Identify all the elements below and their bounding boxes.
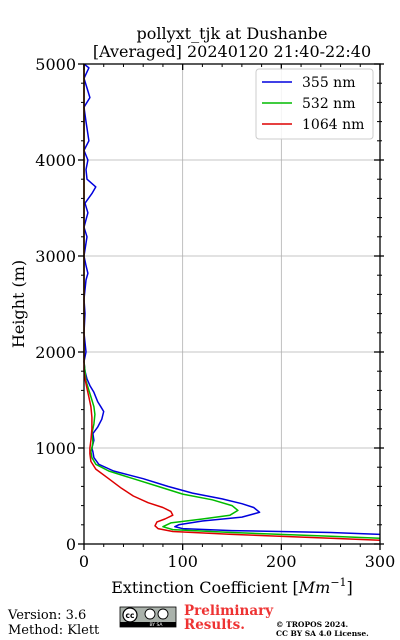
preliminary-line2: Results. bbox=[184, 617, 245, 633]
copyright-line1: © TROPOS 2024. bbox=[276, 620, 348, 629]
y-tick-label: 0 bbox=[66, 535, 76, 554]
chart-title-line1: pollyxt_tjk at Dushanbe bbox=[136, 24, 327, 43]
x-axis-label-unit: Mm bbox=[298, 578, 331, 597]
x-tick-label: 300 bbox=[365, 552, 396, 571]
legend: 355 nm 532 nm 1064 nm bbox=[255, 68, 374, 140]
x-axis-label-bracket-close: ] bbox=[347, 578, 353, 597]
preliminary-line1: Preliminary bbox=[184, 603, 274, 619]
plot-area-frame bbox=[83, 63, 381, 545]
copyright-line2: CC BY SA 4.0 License. bbox=[276, 629, 369, 638]
method-text: Method: Klett bbox=[8, 623, 100, 638]
x-axis-label: Extinction Coefficient [Mm−1] bbox=[111, 576, 353, 597]
y-tick-label: 3000 bbox=[35, 247, 76, 266]
x-tick-label: 200 bbox=[266, 552, 297, 571]
cc-logo-sub: BY SA bbox=[149, 622, 163, 628]
y-tick-label: 4000 bbox=[35, 151, 76, 170]
x-axis-label-unit-exp: −1 bbox=[330, 576, 346, 589]
legend-label-2: 532 nm bbox=[302, 96, 355, 112]
cc-logo-label: cc bbox=[126, 611, 135, 620]
series-group bbox=[83, 63, 381, 541]
legend-label-1: 355 nm bbox=[302, 75, 355, 91]
x-tick-label: 100 bbox=[167, 552, 198, 571]
legend-label-3: 1064 nm bbox=[302, 117, 364, 133]
by-icon bbox=[144, 608, 156, 620]
ticks bbox=[78, 63, 384, 550]
cc-by-sa-logo: cc BY SA bbox=[119, 606, 177, 628]
x-axis-label-prefix: Extinction Coefficient bbox=[111, 578, 292, 597]
y-tick-label: 2000 bbox=[35, 343, 76, 362]
x-axis-label-bracket-open: [ bbox=[293, 578, 299, 597]
series-line-2 bbox=[83, 64, 381, 539]
legend-box bbox=[255, 68, 374, 140]
y-axis-label: Height (m) bbox=[9, 260, 28, 348]
y-tick-label: 5000 bbox=[35, 55, 76, 74]
series-line-3 bbox=[83, 64, 381, 541]
version-text: Version: 3.6 bbox=[7, 608, 86, 623]
chart-title-line2: [Averaged] 20240120 21:40-22:40 bbox=[93, 42, 371, 61]
series-line-1 bbox=[83, 63, 381, 536]
y-tick-label: 1000 bbox=[35, 439, 76, 458]
sa-icon bbox=[157, 608, 169, 620]
x-tick-label: 0 bbox=[79, 552, 89, 571]
